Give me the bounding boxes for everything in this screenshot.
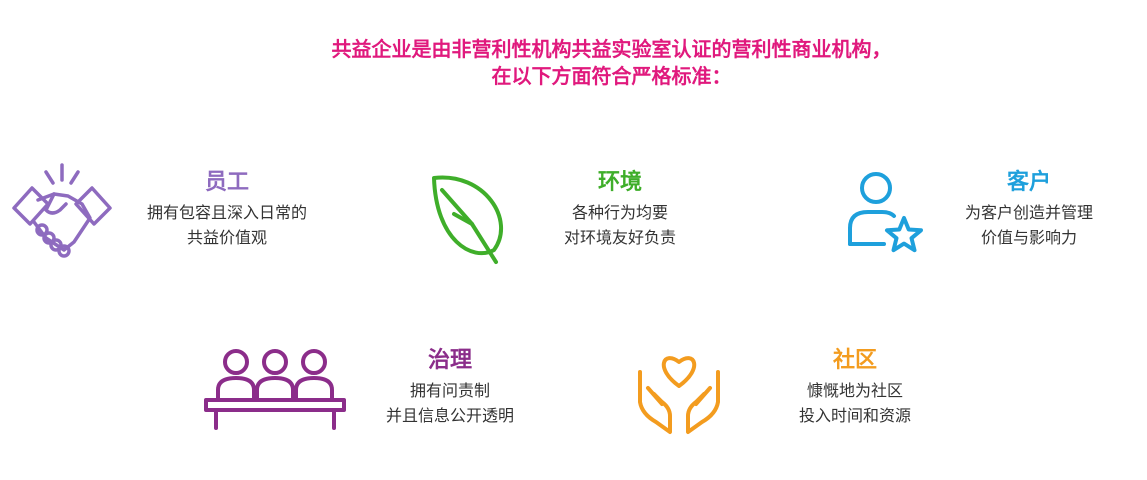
employees-desc-line-2: 共益价值观 (186, 228, 267, 247)
customers-desc-line-2: 价值与影响力 (980, 228, 1077, 247)
environment-desc-line-2: 对环境友好负责 (563, 228, 676, 247)
governance-block: 治理 拥有问责制 并且信息公开透明 (365, 346, 535, 428)
community-desc-line-1: 慷慨地为社区 (806, 381, 903, 400)
employees-block: 员工 拥有包容且深入日常的 共益价值观 (112, 168, 342, 250)
board-meeting-icon (200, 346, 350, 430)
customers-title: 客户 (1006, 170, 1051, 195)
environment-block: 环境 各种行为均要 对环境友好负责 (530, 168, 710, 250)
header-line-1: 共益企业是由非营利性机构共益实验室认证的营利性商业机构， (331, 37, 892, 61)
person-star-icon (846, 170, 926, 256)
environment-title: 环境 (597, 170, 642, 195)
employees-title: 员工 (204, 170, 249, 195)
handshake-icon (8, 160, 116, 266)
leaf-icon (420, 168, 512, 268)
header-line-2: 在以下方面符合严格标准： (491, 64, 732, 88)
community-title: 社区 (832, 348, 877, 373)
community-block: 社区 慷慨地为社区 投入时间和资源 (770, 346, 940, 428)
governance-desc-line-2: 并且信息公开透明 (385, 406, 514, 425)
employees-desc-line-1: 拥有包容且深入日常的 (146, 203, 307, 222)
customers-block: 客户 为客户创造并管理 价值与影响力 (934, 168, 1124, 250)
governance-title: 治理 (427, 348, 472, 373)
community-desc-line-2: 投入时间和资源 (798, 406, 911, 425)
environment-desc-line-1: 各种行为均要 (571, 203, 668, 222)
hands-heart-icon (634, 346, 724, 436)
governance-desc-line-1: 拥有问责制 (409, 381, 490, 400)
page-header: 共益企业是由非营利性机构共益实验室认证的营利性商业机构， 在以下方面符合严格标准… (0, 36, 1147, 90)
customers-desc-line-1: 为客户创造并管理 (964, 203, 1093, 222)
